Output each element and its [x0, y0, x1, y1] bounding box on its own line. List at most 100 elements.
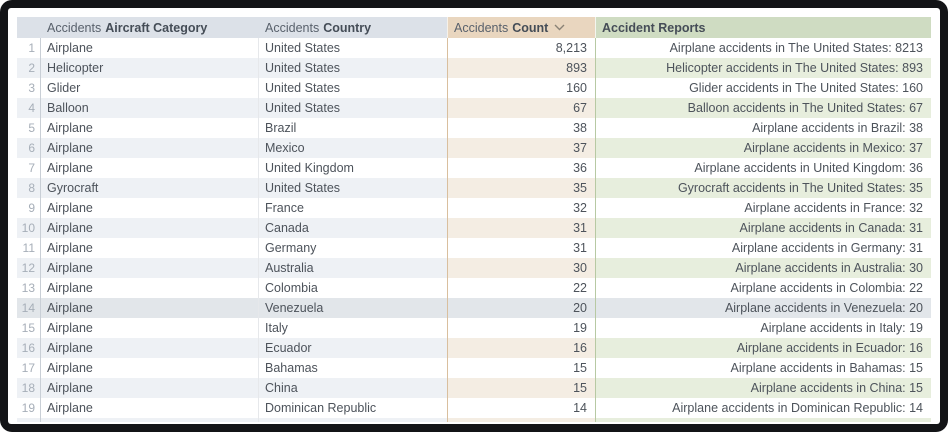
table-row[interactable]: 15 Airplane Italy 19 Airplane accidents …	[17, 318, 931, 338]
aircraft-category-cell: Airplane	[41, 318, 259, 338]
table-row[interactable]: 10 Airplane Canada 31 Airplane accidents…	[17, 218, 931, 238]
row-number-cell: 15	[17, 318, 41, 338]
row-number-cell: 17	[17, 358, 41, 378]
accident-report-cell: Airplane accidents in China: 15	[595, 378, 931, 398]
count-cell: 36	[447, 158, 595, 178]
column-prefix: Accidents	[265, 20, 320, 35]
aircraft-category-cell: Airplane	[41, 258, 259, 278]
count-cell: 19	[447, 318, 595, 338]
header-corner-cell	[17, 17, 41, 38]
accident-report-cell: Airplane accidents in Dominican Republic…	[595, 398, 931, 418]
count-cell: 15	[447, 358, 595, 378]
row-number-cell: 8	[17, 178, 41, 198]
row-number-cell: 5	[17, 118, 41, 138]
country-cell: United States	[259, 178, 447, 198]
table-row[interactable]: 11 Airplane Germany 31 Airplane accident…	[17, 238, 931, 258]
table-row[interactable]: 1 Airplane United States 8,213 Airplane …	[17, 38, 931, 58]
table-row[interactable]: 13 Airplane Colombia 22 Airplane acciden…	[17, 278, 931, 298]
data-table-panel: Accidents Aircraft Category Accidents Co…	[8, 8, 940, 424]
row-number-cell: 18	[17, 378, 41, 398]
table-row[interactable]: 18 Airplane China 15 Airplane accidents …	[17, 378, 931, 398]
column-header-aircraft-category[interactable]: Accidents Aircraft Category	[41, 17, 259, 38]
accident-report-cell: Airplane accidents in Ecuador: 16	[595, 338, 931, 358]
aircraft-category-cell: Airplane	[41, 198, 259, 218]
aircraft-category-cell: Gyrocraft	[41, 178, 259, 198]
count-cell: 893	[447, 58, 595, 78]
chevron-down-icon	[554, 24, 565, 31]
accident-report-cell: Airplane accidents in France: 32	[595, 198, 931, 218]
aircraft-category-cell: Helicopter	[41, 58, 259, 78]
count-cell: 31	[447, 218, 595, 238]
table-row[interactable]: 2 Helicopter United States 893 Helicopte…	[17, 58, 931, 78]
table-row[interactable]: 3 Glider United States 160 Glider accide…	[17, 78, 931, 98]
country-cell: United States	[259, 78, 447, 98]
table-row[interactable]: 12 Airplane Australia 30 Airplane accide…	[17, 258, 931, 278]
table-row[interactable]: 14 Airplane Venezuela 20 Airplane accide…	[17, 298, 931, 318]
row-number-cell: 16	[17, 338, 41, 358]
accident-report-cell: Airplane accidents in Germany: 31	[595, 238, 931, 258]
column-prefix: Accidents	[47, 20, 102, 35]
table-row[interactable]: 4 Balloon United States 67 Balloon accid…	[17, 98, 931, 118]
aircraft-category-cell: Airplane	[41, 218, 259, 238]
table-row[interactable]: 19 Airplane Dominican Republic 14 Airpla…	[17, 398, 931, 418]
accident-report-cell: Airplane accidents in Canada: 31	[595, 218, 931, 238]
accident-report-cell: Gyrocraft accidents in The United States…	[595, 178, 931, 198]
column-header-accident-reports[interactable]: Accident Reports	[595, 17, 931, 38]
country-cell: Bahamas	[259, 358, 447, 378]
country-cell: Dominican Republic	[259, 398, 447, 418]
count-cell: 37	[447, 138, 595, 158]
table-row[interactable]: 8 Gyrocraft United States 35 Gyrocraft a…	[17, 178, 931, 198]
row-number-cell: 10	[17, 218, 41, 238]
accident-report-cell: Balloon accidents in The United States: …	[595, 98, 931, 118]
table-body: 1 Airplane United States 8,213 Airplane …	[17, 38, 931, 418]
aircraft-category-cell: Airplane	[41, 238, 259, 258]
accident-report-cell: Airplane accidents in Bahamas: 15	[595, 358, 931, 378]
count-cell: 38	[447, 118, 595, 138]
country-cell: Brazil	[259, 118, 447, 138]
table-header-row: Accidents Aircraft Category Accidents Co…	[17, 17, 931, 38]
row-number-cell: 6	[17, 138, 41, 158]
accident-report-cell: Airplane accidents in Italy: 19	[595, 318, 931, 338]
aircraft-category-cell: Airplane	[41, 38, 259, 58]
aircraft-category-cell: Airplane	[41, 338, 259, 358]
table-row[interactable]: 9 Airplane France 32 Airplane accidents …	[17, 198, 931, 218]
column-header-country[interactable]: Accidents Country	[259, 17, 447, 38]
row-number-cell: 3	[17, 78, 41, 98]
table-row[interactable]: 17 Airplane Bahamas 15 Airplane accident…	[17, 358, 931, 378]
country-cell: United Kingdom	[259, 158, 447, 178]
accident-report-cell: Airplane accidents in Venezuela: 20	[595, 298, 931, 318]
country-cell: Ecuador	[259, 338, 447, 358]
country-cell: Colombia	[259, 278, 447, 298]
country-cell: Germany	[259, 238, 447, 258]
count-cell: 22	[447, 278, 595, 298]
accident-report-cell: Airplane accidents in Colombia: 22	[595, 278, 931, 298]
aircraft-category-cell: Airplane	[41, 118, 259, 138]
count-cell: 20	[447, 298, 595, 318]
accidents-table: Accidents Aircraft Category Accidents Co…	[17, 17, 931, 422]
count-cell: 31	[447, 238, 595, 258]
row-number-cell: 2	[17, 58, 41, 78]
aircraft-category-cell: Airplane	[41, 298, 259, 318]
table-row[interactable]: 16 Airplane Ecuador 16 Airplane accident…	[17, 338, 931, 358]
column-label: Accident Reports	[602, 20, 706, 35]
table-row[interactable]: 6 Airplane Mexico 37 Airplane accidents …	[17, 138, 931, 158]
row-number-cell: 14	[17, 298, 41, 318]
partial-next-row	[17, 418, 931, 422]
country-cell: United States	[259, 38, 447, 58]
accident-report-cell: Glider accidents in The United States: 1…	[595, 78, 931, 98]
country-cell: Italy	[259, 318, 447, 338]
column-label: Count	[512, 20, 549, 35]
table-row[interactable]: 7 Airplane United Kingdom 36 Airplane ac…	[17, 158, 931, 178]
count-cell: 30	[447, 258, 595, 278]
row-number-cell: 7	[17, 158, 41, 178]
accident-report-cell: Airplane accidents in Australia: 30	[595, 258, 931, 278]
country-cell: France	[259, 198, 447, 218]
table-row[interactable]: 5 Airplane Brazil 38 Airplane accidents …	[17, 118, 931, 138]
aircraft-category-cell: Airplane	[41, 358, 259, 378]
aircraft-category-cell: Airplane	[41, 398, 259, 418]
column-header-count[interactable]: Accidents Count	[447, 17, 595, 38]
accident-report-cell: Airplane accidents in United Kingdom: 36	[595, 158, 931, 178]
accident-report-cell: Airplane accidents in The United States:…	[595, 38, 931, 58]
count-cell: 32	[447, 198, 595, 218]
